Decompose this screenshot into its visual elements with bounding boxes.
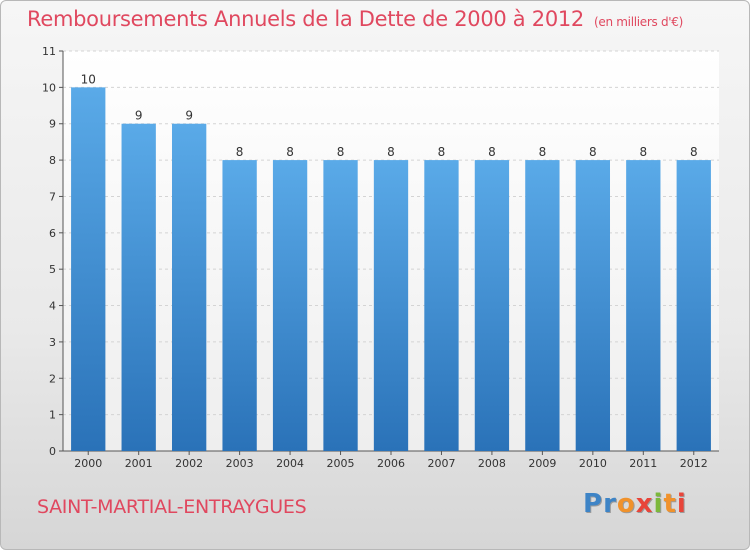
logo-letter: x <box>635 489 654 519</box>
y-tick-label: 3 <box>49 336 56 349</box>
x-tick-label: 2012 <box>680 457 708 470</box>
logo-letter: P <box>583 489 604 519</box>
bar-value-label: 8 <box>387 145 395 159</box>
bar <box>373 160 409 451</box>
y-tick-label: 0 <box>49 445 56 458</box>
bar-value-label: 8 <box>438 145 446 159</box>
commune-name: SAINT-MARTIAL-ENTRAYGUES <box>37 496 307 518</box>
bar <box>626 160 661 451</box>
x-tick-label: 2001 <box>125 457 153 470</box>
logo-letter: o <box>616 489 636 519</box>
x-tick-label: 2004 <box>276 457 304 470</box>
bar <box>676 160 711 451</box>
bar <box>121 123 156 452</box>
bar <box>171 123 207 452</box>
y-tick-label: 2 <box>49 372 56 385</box>
x-tick-label: 2007 <box>427 457 455 470</box>
x-tick-label: 2010 <box>579 457 607 470</box>
y-tick-label: 5 <box>49 263 56 276</box>
x-tick-label: 2000 <box>74 457 102 470</box>
bar-value-label: 9 <box>135 109 143 123</box>
chart-title-text: Remboursements Annuels de la Dette de 20… <box>27 7 584 31</box>
y-tick-label: 9 <box>49 118 56 131</box>
x-tick-label: 2005 <box>327 457 355 470</box>
proxiti-logo: Proxiti <box>583 489 687 519</box>
logo-letter: i <box>653 489 664 519</box>
bar-value-label: 8 <box>589 145 597 159</box>
chart-title: Remboursements Annuels de la Dette de 20… <box>27 7 683 31</box>
y-tick-label: 11 <box>42 45 56 58</box>
bar-value-label: 8 <box>488 145 496 159</box>
bar <box>272 160 308 451</box>
y-tick-label: 4 <box>49 300 56 313</box>
bar <box>474 160 510 451</box>
bar-value-label: 8 <box>539 145 547 159</box>
chart-unit-label: (en milliers d'€) <box>594 15 684 29</box>
y-tick-label: 7 <box>49 190 56 203</box>
bar <box>424 160 459 451</box>
x-tick-label: 2009 <box>528 457 556 470</box>
x-tick-label: 2011 <box>629 457 657 470</box>
bar-value-label: 10 <box>81 72 96 86</box>
bar <box>575 160 611 451</box>
bar-value-label: 8 <box>337 145 345 159</box>
bar-value-label: 8 <box>639 145 647 159</box>
bar-value-label: 9 <box>185 109 193 123</box>
y-tick-label: 10 <box>42 81 56 94</box>
x-tick-label: 2006 <box>377 457 405 470</box>
bar-value-label: 8 <box>286 145 294 159</box>
y-tick-label: 1 <box>49 409 56 422</box>
bar <box>71 87 106 451</box>
y-tick-label: 6 <box>49 227 56 240</box>
plot-area: 0 1 2 3 4 5 6 7 8 9 10 11 10 2000 9 2001 9 2002 8 2003 8 2004… <box>42 45 719 470</box>
bar <box>222 160 257 451</box>
y-tick-label: 8 <box>49 154 56 167</box>
x-tick-label: 2002 <box>175 457 203 470</box>
bar <box>323 160 358 451</box>
bar-value-label: 8 <box>690 145 698 159</box>
logo-letter: r <box>603 489 617 519</box>
x-tick-label: 2008 <box>478 457 506 470</box>
logo-letter: t <box>663 489 677 519</box>
logo-letter: i <box>676 489 687 519</box>
bar <box>525 160 560 451</box>
x-tick-label: 2003 <box>226 457 254 470</box>
bar-value-label: 8 <box>236 145 244 159</box>
